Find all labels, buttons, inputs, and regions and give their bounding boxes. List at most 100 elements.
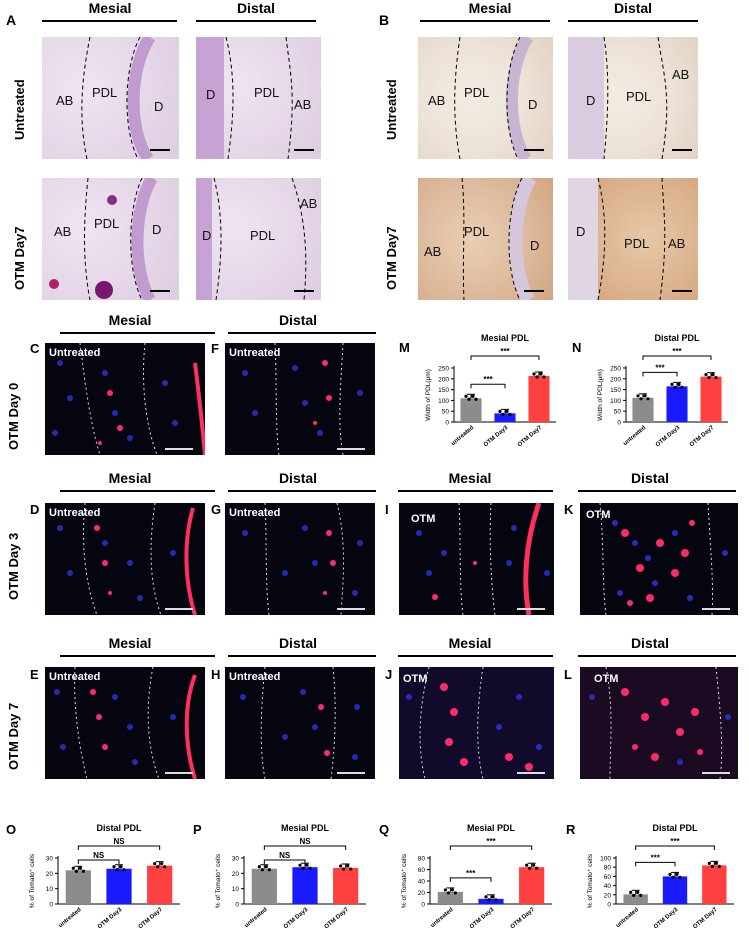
ihc-image [454,37,534,159]
y-tick-label: 0 [421,902,425,909]
data-point [260,868,264,872]
y-axis-label: % of Tomato⁺ cells [587,853,594,908]
data-point [636,890,640,894]
y-tick-label: 200 [438,376,449,383]
label-pdl: PDL [626,89,652,104]
data-point [267,868,271,872]
bar [700,376,722,422]
scale-bar [337,608,365,610]
x-tick-label: OTM Day7 [517,425,544,449]
scale-bar [337,772,365,774]
significance-bracket [449,877,492,882]
col-head-distal: Distal [278,470,318,486]
row-label-untreated: Untreated [12,79,27,140]
data-point [508,412,512,416]
data-point [671,875,675,879]
row-label-untreated: Untreated [384,79,399,140]
scale-bar [150,290,170,292]
scale-bar [702,772,730,774]
data-point [675,872,679,876]
significance-bracket [77,859,120,864]
data-point [532,372,536,376]
label-untreated: Untreated [49,347,101,359]
bar [478,898,504,904]
data-point [160,862,164,866]
bar [494,413,516,422]
data-point [346,864,350,868]
panel-letter-i: I [385,502,389,517]
data-point [714,376,718,380]
significance-bracket [642,371,678,377]
y-tick-label: 100 [438,398,449,405]
data-point [629,890,633,894]
significance-label: NS [93,851,105,860]
col-head-mesial: Mesial [468,0,512,16]
label-pdl: PDL [254,85,280,100]
x-tick-label: OTM Day3 [97,907,124,931]
y-tick-label: 40 [604,883,612,890]
bar [147,865,173,904]
chart-title: Mesial PDL [281,823,330,833]
col-head-mesial: Mesial [108,635,152,651]
col-rule [578,655,736,657]
data-point [505,409,509,413]
x-tick-label: OTM Day3 [469,907,496,931]
fluorescence-image [406,667,542,779]
bar-chart-distal-pdl-tomato: Distal PDL 0 10 20 30 % of Tomato⁺ cells untre… [29,823,180,931]
data-point [153,862,157,866]
col-rule [228,490,376,492]
panel-letter-b: B [379,12,390,28]
row-label-otm-day7: OTM Day7 [384,226,399,290]
data-point [342,867,346,871]
bar [519,867,545,904]
label-otm: OTM [403,673,428,685]
col-rule [60,490,215,492]
y-tick-label: 60 [604,874,612,881]
significance-bracket [635,845,715,850]
data-point [646,397,650,401]
y-tick-label: 20 [418,890,426,897]
label-d: D [154,99,164,114]
bar-chart-distal-pdl-width: Distal PDL 0 50 100 150 200 250 Width of PDL(μm… [597,333,728,448]
significance-label: *** [483,375,493,384]
data-point [163,865,167,869]
data-point [673,385,677,389]
x-tick-label: untreated [622,425,647,447]
label-d: D [206,87,216,102]
panel-letter-p: P [193,822,202,837]
data-point [632,893,636,897]
significance-label: *** [486,837,496,846]
bar [702,865,727,904]
panel-letter-h: H [211,667,221,682]
x-tick-label: OTM Day7 [324,907,351,931]
data-point [677,382,681,386]
fluorescence-image: OTM [399,503,554,615]
data-point [349,867,353,871]
col-head-distal: Distal [278,635,318,651]
data-point [474,397,478,401]
col-rule [60,655,215,657]
label-untreated: Untreated [229,671,281,683]
col-rule [228,655,376,657]
col-rule [196,20,316,22]
fluorescence-image: Untreated [45,343,205,455]
ihc-image: AB PDL D [418,178,553,300]
significance-label: NS [113,837,125,846]
bar [106,868,132,904]
fluorescence-image: Untreated [45,503,205,615]
data-point [528,866,532,870]
bar [292,867,318,904]
scale-bar [294,290,314,292]
x-tick-label: OTM Day3 [653,907,680,931]
data-point [339,864,343,868]
fluorescence-image [242,343,363,455]
scale-bar [524,149,544,151]
row-label-otm-day0: OTM Day 0 [6,382,21,450]
ihc-image [568,178,666,300]
label-d: D [152,222,162,237]
col-rule [420,20,550,22]
fluorescence-image [52,343,205,455]
data-point [450,888,454,892]
panel-letter-k: K [564,502,574,517]
scale-bar [165,608,193,610]
